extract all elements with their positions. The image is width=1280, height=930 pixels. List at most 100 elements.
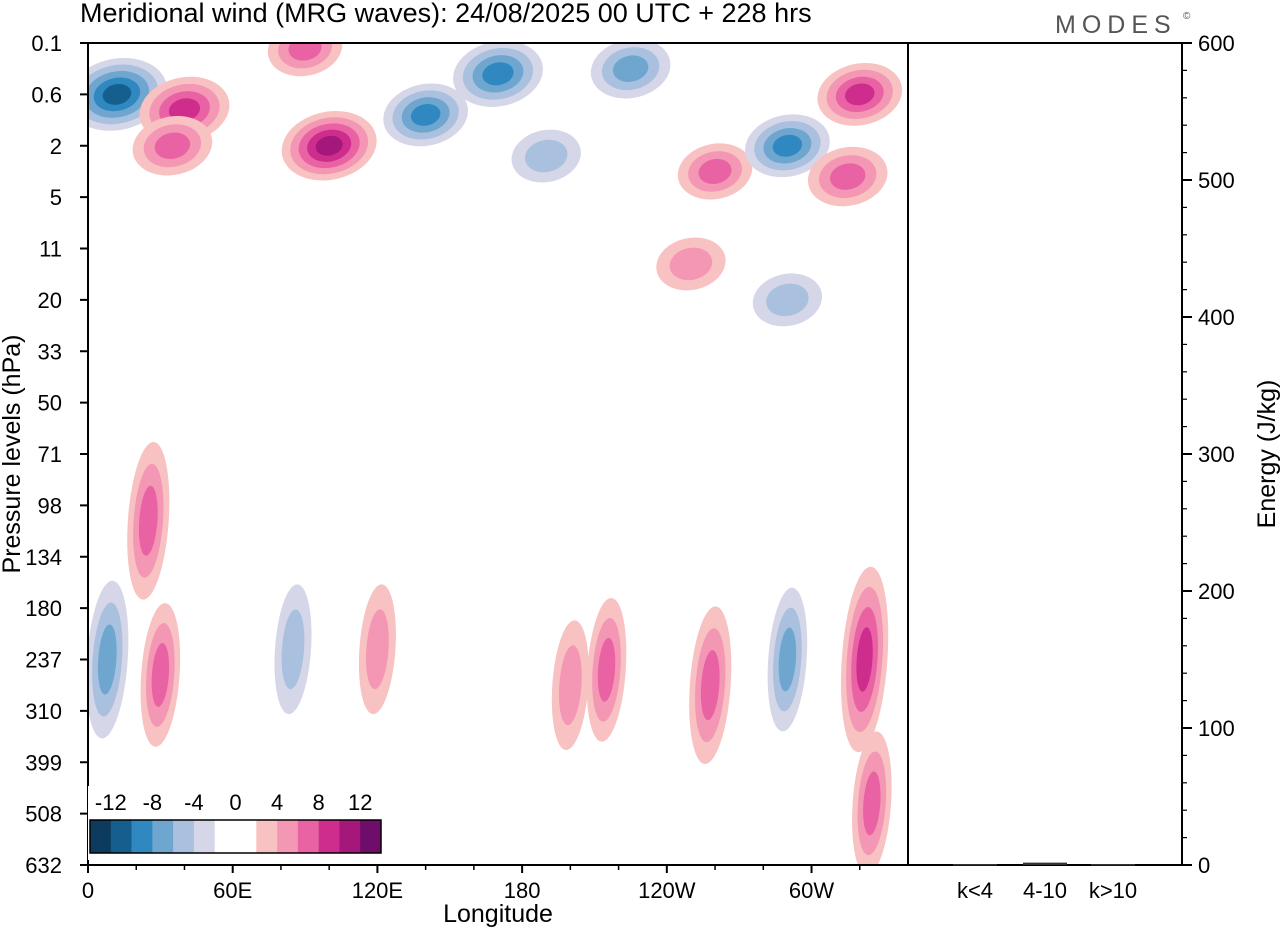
pressure-tick-label: 2 <box>50 134 62 159</box>
energy-category-axis: k<4 4-10 k>10 <box>957 878 1137 903</box>
wind-anomaly-positive <box>807 146 888 207</box>
pressure-tick-label: 310 <box>25 699 62 724</box>
plot-background <box>88 43 908 865</box>
pressure-tick-label: 237 <box>25 648 62 673</box>
wind-anomaly-negative <box>767 587 808 732</box>
wind-anomaly-positive <box>689 606 732 765</box>
wind-anomaly-positive <box>127 441 170 600</box>
pressure-tick-label: 399 <box>25 750 62 775</box>
energy-tick-label: 0 <box>1198 853 1210 878</box>
longitude-tick-label: 180 <box>504 878 541 903</box>
contour-band <box>154 132 191 159</box>
contour-band <box>772 134 803 157</box>
wind-anomaly-negative <box>383 83 468 147</box>
energy-category-label: 4-10 <box>1023 878 1067 903</box>
wind-anomaly-positive <box>281 111 377 181</box>
pressure-tick-label: 508 <box>25 802 62 827</box>
wind-anomaly-positive <box>586 597 627 742</box>
colorbar-swatch <box>318 820 340 853</box>
energy-tick-label: 100 <box>1198 716 1235 741</box>
energy-panel: 0 100 200 300 400 500 600 k<4 4-10 k>10 Energy (… <box>907 31 1280 903</box>
wind-anomaly-positive <box>551 620 589 751</box>
wind-anomaly-positive <box>817 62 903 126</box>
colorbar-swatches <box>89 819 382 854</box>
contour-band <box>151 642 170 707</box>
longitude-tick-label: 120W <box>638 878 696 903</box>
modes-logo: MODES © <box>1055 11 1191 39</box>
modes-logo-text: MODES <box>1055 11 1177 39</box>
energy-bar <box>953 864 997 866</box>
energy-category-label: k>10 <box>1089 878 1137 903</box>
energy-axis: 0 100 200 300 400 500 600 <box>1182 31 1235 878</box>
colorbar-swatch <box>131 820 153 853</box>
contour-band <box>778 627 797 692</box>
pressure-tick-label: 98 <box>38 493 62 518</box>
energy-bar <box>1023 862 1067 865</box>
colorbar-labels: -12 -8 -4 0 4 8 12 <box>95 790 373 815</box>
wind-anomaly-positive <box>358 584 396 715</box>
contour-band <box>482 62 514 86</box>
contour-band <box>288 43 322 61</box>
colorbar-swatch <box>277 820 299 853</box>
contour-fills <box>88 43 903 865</box>
colorbar-swatch <box>90 820 112 853</box>
contour-plot-area <box>87 42 909 866</box>
contour-band <box>97 624 117 695</box>
contour-band <box>845 83 875 106</box>
energy-panel-frame <box>907 42 1183 866</box>
contour-band <box>829 163 866 190</box>
colorbar-label: 0 <box>229 790 241 815</box>
contour-band <box>281 609 305 690</box>
colorbar-swatch <box>256 820 278 853</box>
contour-band <box>558 645 582 726</box>
wind-anomaly-positive <box>140 603 181 747</box>
colorbar-swatch <box>173 820 195 853</box>
wind-anomaly-negative <box>88 580 129 739</box>
colorbar-swatch <box>110 820 132 853</box>
longitude-tick-label: 0 <box>82 878 94 903</box>
contour-band <box>856 627 873 692</box>
colorbar-swatch <box>360 820 382 853</box>
pressure-tick-label: 11 <box>39 237 62 262</box>
pressure-tick-label: 0.1 <box>31 31 62 56</box>
longitude-tick-label: 60E <box>213 878 252 903</box>
colorbar-label: 12 <box>348 790 372 815</box>
colorbar-swatch <box>152 820 174 853</box>
energy-tick-label: 500 <box>1198 168 1235 193</box>
contour-band <box>669 247 713 281</box>
longitude-tick-label: 60W <box>789 878 834 903</box>
y-axis-label: Pressure levels (hPa) <box>0 335 26 574</box>
contour-band <box>524 139 568 173</box>
colorbar-swatch <box>339 820 361 853</box>
colorbar-swatch <box>214 820 236 853</box>
wind-anomaly-positive <box>852 731 892 865</box>
contour-band <box>698 158 732 184</box>
pressure-tick-label: 20 <box>38 288 62 313</box>
wind-anomaly-negative <box>590 43 671 99</box>
pressure-tick-label: 134 <box>25 545 62 570</box>
longitude-tick-label: 120E <box>352 878 403 903</box>
colorbar: -12 -8 -4 0 4 8 12 <box>88 786 386 860</box>
contour-band <box>410 104 441 126</box>
energy-axis-label: Energy (J/kg) <box>1253 380 1280 529</box>
wind-anomaly-positive <box>677 143 753 200</box>
energy-tick-label: 200 <box>1198 579 1235 604</box>
chart-title: Meridional wind (MRG waves): 24/08/2025 … <box>80 0 812 28</box>
colorbar-swatch <box>193 820 216 853</box>
energy-bar <box>1091 864 1135 866</box>
contour-band <box>365 609 389 690</box>
contour-band <box>138 485 158 556</box>
contour-band <box>315 135 343 156</box>
pressure-tick-label: 0.6 <box>31 82 62 107</box>
energy-tick-label: 600 <box>1198 31 1235 56</box>
energy-tick-label: 300 <box>1198 442 1235 467</box>
colorbar-label: -8 <box>143 790 163 815</box>
colorbar-label: -4 <box>184 790 204 815</box>
pressure-tick-label: 71 <box>38 442 62 467</box>
wind-anomaly-negative <box>274 584 312 715</box>
pressure-tick-label: 180 <box>25 596 62 621</box>
wind-anomaly-negative <box>752 273 823 327</box>
colorbar-swatch <box>297 820 319 853</box>
wind-anomaly-negative <box>453 43 543 107</box>
